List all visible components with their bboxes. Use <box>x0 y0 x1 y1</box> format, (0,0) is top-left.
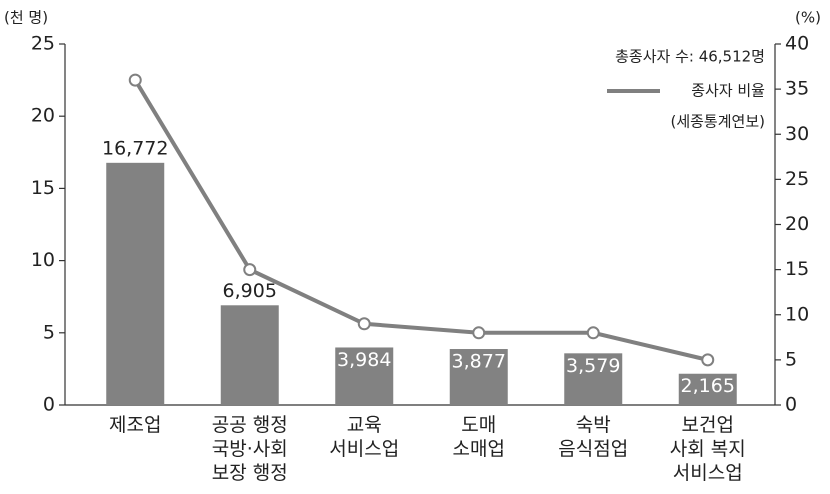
bar-value-label: 3,984 <box>337 349 391 371</box>
x-tick-label-line: 보건업 <box>682 414 734 436</box>
x-tick-label-line: 음식점업 <box>558 438 628 460</box>
legend-label: 종사자 비율 <box>691 82 765 100</box>
y-tick-label: 15 <box>31 177 55 199</box>
line-marker <box>586 326 600 340</box>
x-tick-label: 교육 서비스업 <box>329 414 399 460</box>
bar-value-label: 2,165 <box>681 375 735 397</box>
annotation: (세종통계연보) <box>670 113 765 131</box>
bar-value-label: 3,877 <box>452 351 506 373</box>
bar <box>449 349 508 405</box>
x-tick-label-line: 교육 <box>347 414 382 436</box>
y-tick-label: 5 <box>43 321 55 343</box>
bar-value-label: 6,905 <box>223 280 277 302</box>
x-tick-label: 도매 소매업 <box>453 414 505 460</box>
bar <box>106 162 165 405</box>
bar <box>564 353 623 405</box>
bar <box>220 305 279 405</box>
y-tick-label: 20 <box>31 105 55 127</box>
annotation: 총종사자 수: 46,512명 <box>615 48 765 66</box>
x-tick-label-line: 보장 행정 <box>212 462 288 484</box>
x-tick-label-line: 서비스업 <box>329 438 399 460</box>
x-tick-label: 보건업 사회 복지 서비스업 <box>670 414 746 484</box>
line-marker <box>472 326 486 340</box>
y2-tick-label: 25 <box>785 168 809 190</box>
y2-tick-label: 15 <box>785 258 809 280</box>
bar-value-label: 3,579 <box>566 355 620 377</box>
x-tick-label-line: 제조업 <box>109 414 161 436</box>
y-tick-label: 25 <box>31 33 55 55</box>
y2-tick-label: 20 <box>785 213 809 235</box>
y2-tick-label: 10 <box>785 303 809 325</box>
bar <box>335 347 394 405</box>
y2-tick-label: 30 <box>785 123 809 145</box>
line-marker <box>128 73 142 87</box>
x-tick-label-line: 숙박 <box>576 414 611 436</box>
y-tick-label: 10 <box>31 249 55 271</box>
x-tick-label-line: 국방·사회 <box>212 438 288 460</box>
y2-tick-label: 35 <box>785 78 809 100</box>
x-tick-label-line: 서비스업 <box>673 462 743 484</box>
x-tick-label-line: 공공 행정 <box>212 414 288 436</box>
y-axis-label: (천 명) <box>4 9 48 27</box>
x-tick-label-line: 사회 복지 <box>670 438 746 460</box>
y2-tick-label: 0 <box>785 394 797 416</box>
x-tick-label: 공공 행정 국방·사회 보장 행정 <box>212 414 288 484</box>
y2-tick-label: 5 <box>785 348 797 370</box>
line-marker <box>701 353 715 367</box>
y-tick-label: 0 <box>43 394 55 416</box>
x-tick-label-line: 도매 <box>461 414 496 436</box>
line-marker <box>357 317 371 331</box>
x-tick-label-line: 소매업 <box>453 438 505 460</box>
bar <box>678 373 737 405</box>
bar-value-label: 16,772 <box>102 137 168 159</box>
x-tick-label: 숙박 음식점업 <box>558 414 628 460</box>
y2-axis-label: (%) <box>795 9 821 27</box>
y2-tick-label: 40 <box>785 33 809 55</box>
line <box>133 79 709 362</box>
x-tick-label: 제조업 <box>109 414 161 436</box>
line-marker <box>243 263 257 277</box>
